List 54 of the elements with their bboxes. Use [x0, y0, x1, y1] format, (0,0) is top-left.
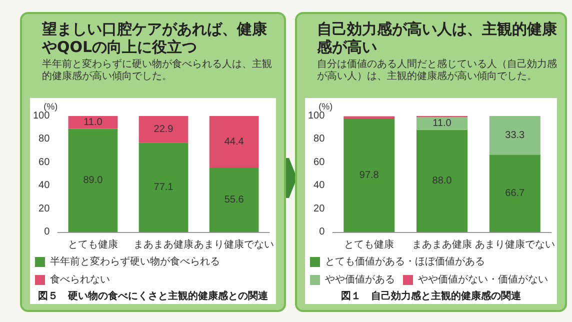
- chart-subtitle: 半年前と変わらずに硬い物が食べられる人は、主観的健康感が高い傾向でした。: [42, 59, 273, 83]
- bar: [344, 118, 395, 232]
- bar: [489, 116, 540, 155]
- chart-title: 望ましい口腔ケアがあれば、健康やQOLの向上に役立つ: [40, 20, 268, 56]
- bar: [416, 117, 468, 130]
- data-label: 77.1: [154, 182, 174, 193]
- bar: [68, 116, 118, 129]
- data-label: 88.0: [432, 175, 452, 186]
- y-tick-label: 80: [314, 134, 326, 145]
- bar: [344, 116, 395, 119]
- caption: 図１ 自己効力感と主観的健康感の関連: [340, 290, 522, 304]
- legend-label: 食べられない: [50, 274, 110, 286]
- y-tick-label: 100: [308, 110, 326, 122]
- y-tick-label: 0: [44, 226, 50, 238]
- x-tick-label: あまり健康でない: [194, 238, 274, 250]
- chart-subtitle: 自分は価値のある人間だと感じている人（自己効力感が高い人）は、主観的健康感が高い傾向でした。: [317, 59, 557, 83]
- data-label: 66.7: [505, 188, 526, 199]
- bar: [68, 128, 118, 232]
- x-tick-label: とても健康: [68, 238, 118, 250]
- bar: [489, 154, 540, 232]
- x-tick-label: あまり健康でない: [474, 238, 555, 250]
- chart-title: 自己効力感が高い人は、主観的健康感が高い: [316, 20, 557, 56]
- bar: [416, 130, 468, 232]
- bar: [138, 142, 188, 232]
- legend-label: やや価値がある: [325, 274, 395, 286]
- y-tick-label: 20: [314, 203, 326, 214]
- y-tick-label: 0: [319, 226, 326, 238]
- data-label: 22.9: [154, 124, 174, 135]
- y-tick-label: 60: [38, 156, 50, 168]
- legend-label: やや価値がない・価値がない: [418, 274, 548, 286]
- y-tick-label: 80: [38, 134, 50, 145]
- data-label: 11.0: [432, 118, 452, 130]
- x-tick-label: とても健康: [344, 238, 394, 250]
- y-tick-label: 40: [38, 180, 50, 192]
- y-tick-label: 60: [314, 156, 326, 168]
- data-label: 55.6: [224, 194, 244, 206]
- y-tick-label: 40: [314, 180, 326, 192]
- legend-label: 半年前と変わらず硬い物が食べられる: [50, 256, 220, 268]
- data-label: 89.0: [83, 174, 104, 186]
- y-tick-label: 20: [38, 203, 50, 214]
- bar: [138, 116, 188, 143]
- caption: 図５ 硬い物の食べにくさと主観的健康感との関連: [37, 290, 269, 304]
- data-label: 33.3: [505, 130, 526, 141]
- x-tick-label: まあまあ健康: [134, 238, 194, 250]
- data-label: 11.0: [84, 116, 103, 128]
- y-axis-title: (%): [44, 102, 58, 112]
- bar: [209, 116, 259, 168]
- y-axis-title: (%): [318, 102, 333, 112]
- y-tick-label: 100: [32, 110, 50, 122]
- bar: [209, 168, 259, 232]
- data-label: 44.4: [224, 136, 244, 148]
- data-label: 97.8: [359, 170, 380, 181]
- legend-label: とても価値がある・ほぼ価値がある: [325, 256, 485, 268]
- x-tick-label: まあまあ健康: [412, 238, 472, 250]
